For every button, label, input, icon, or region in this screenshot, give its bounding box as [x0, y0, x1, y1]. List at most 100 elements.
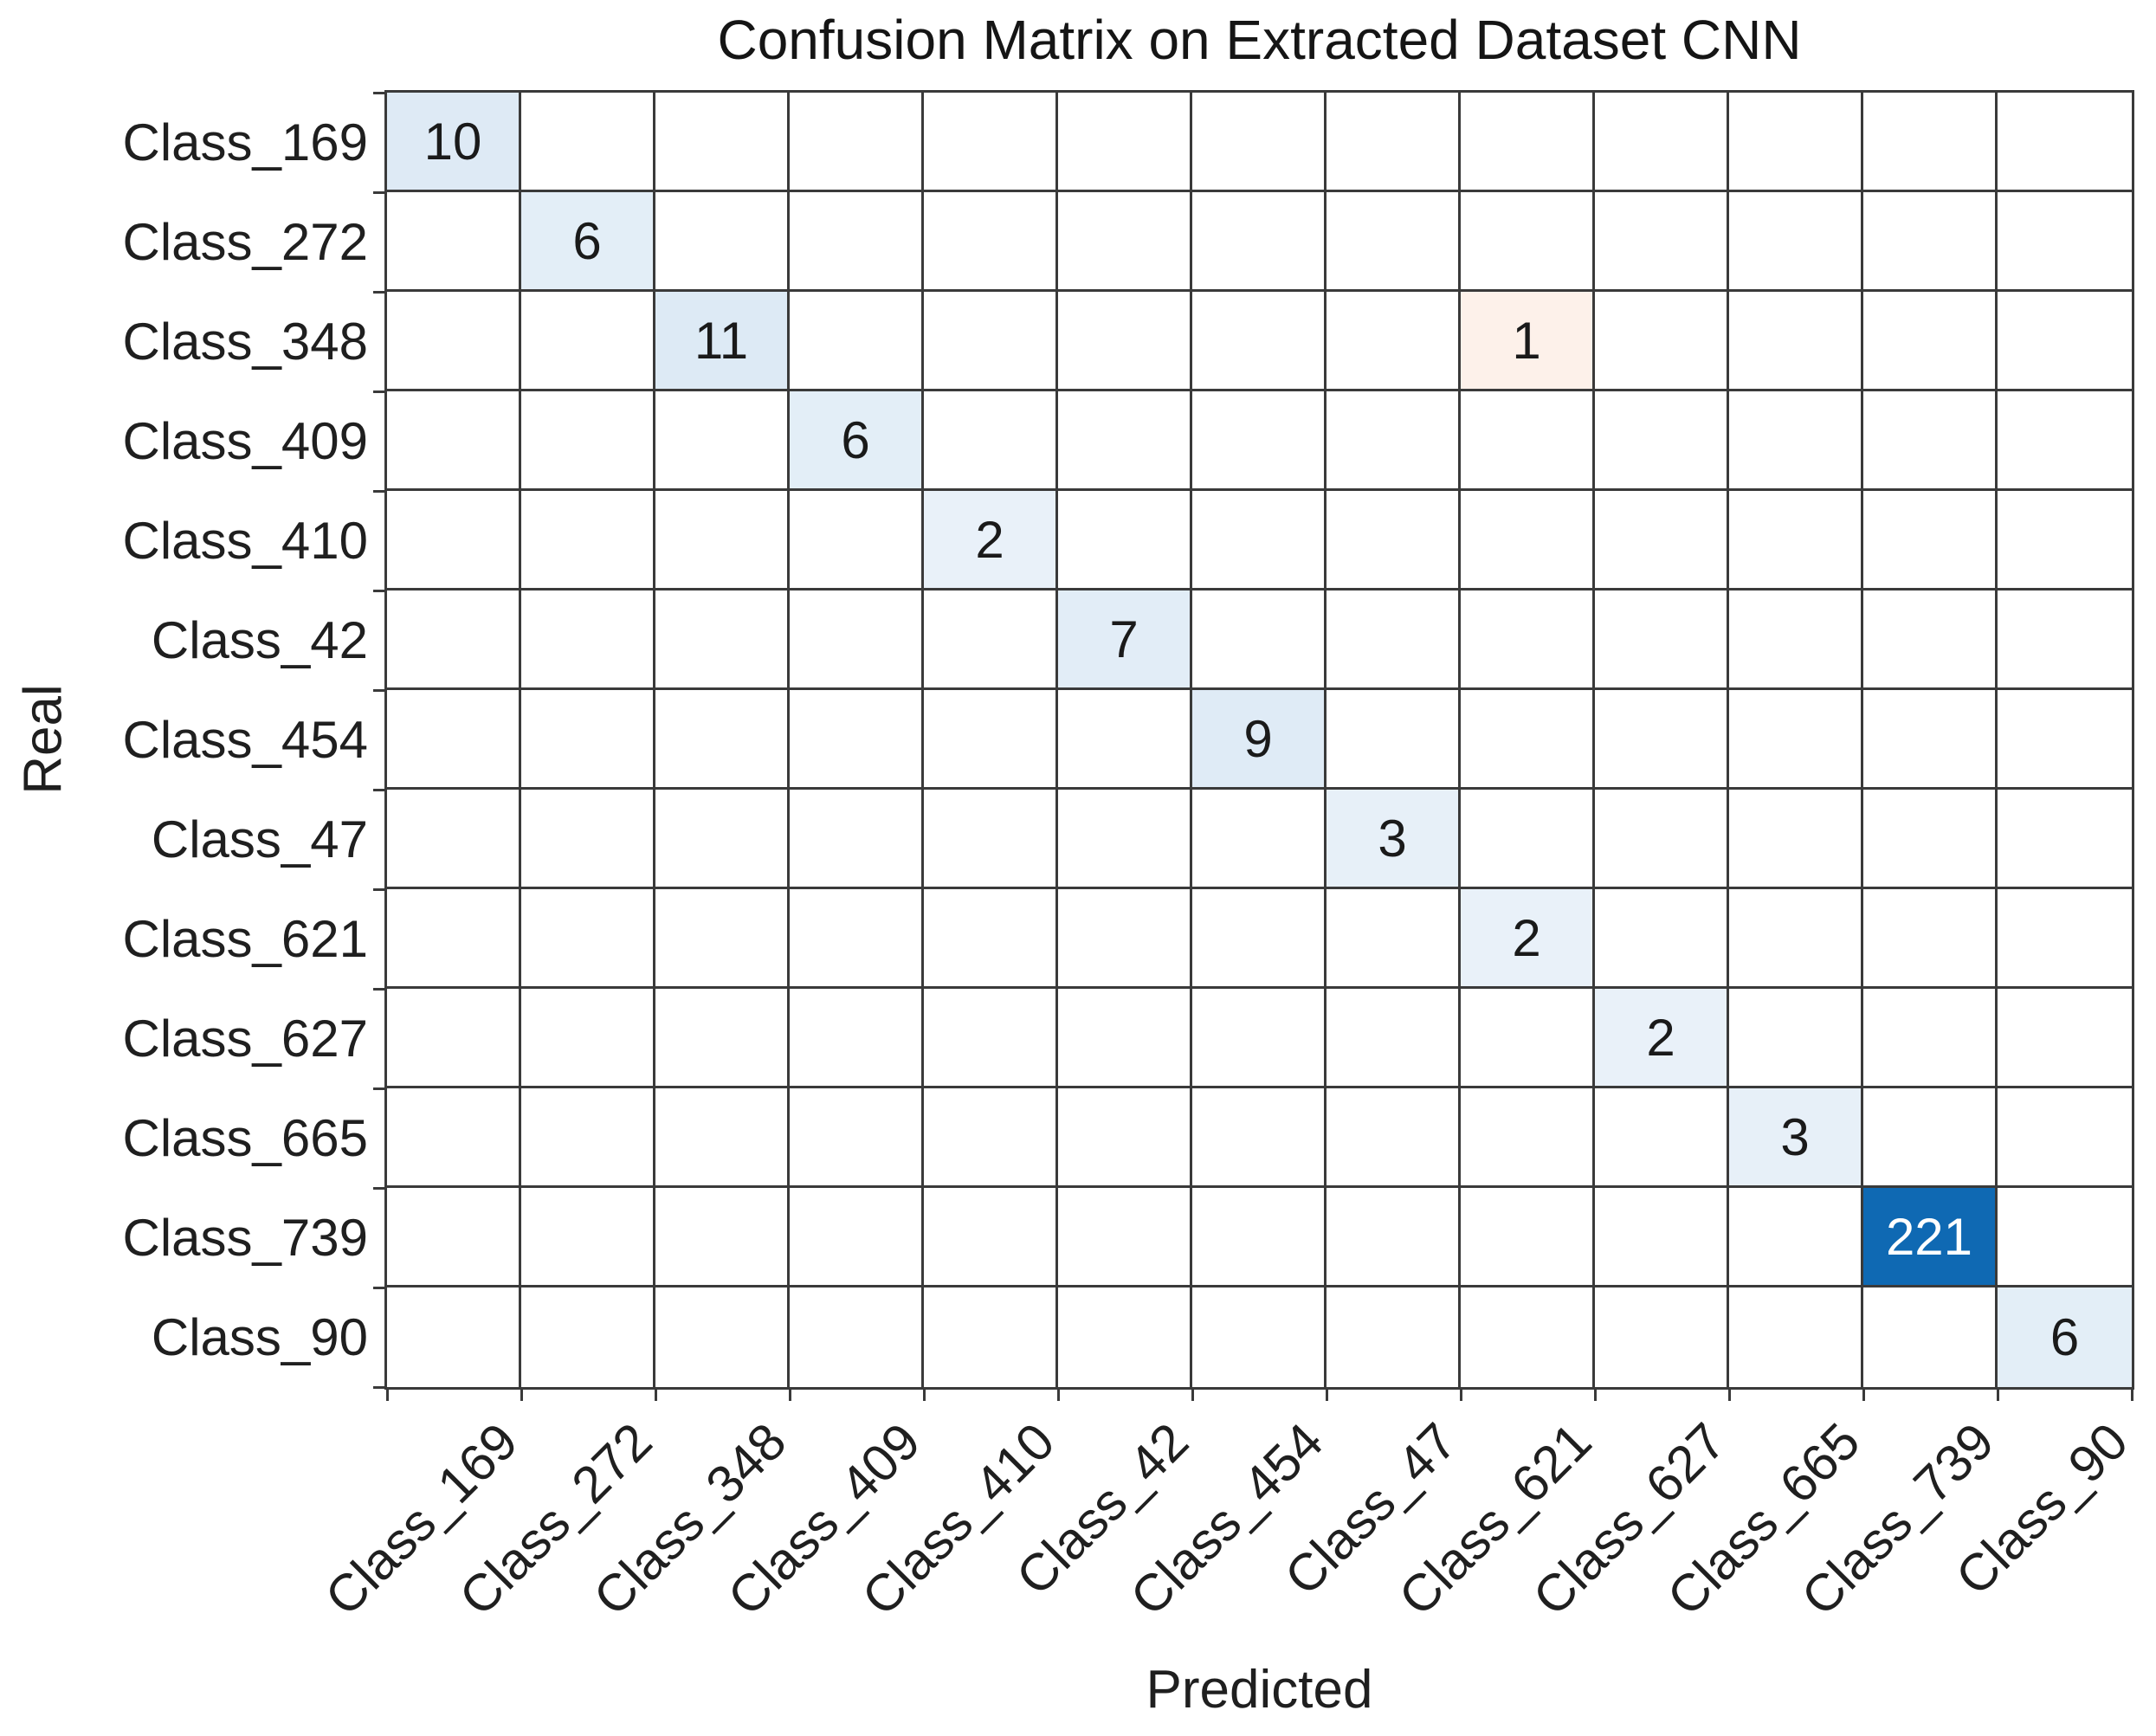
matrix-cell — [655, 1188, 790, 1287]
matrix-cell — [924, 590, 1058, 690]
matrix-cell — [1595, 590, 1729, 690]
y-tick-label: Class_272 — [122, 213, 368, 271]
matrix-cell — [1729, 790, 1863, 889]
x-axis-tick — [386, 1387, 389, 1401]
matrix-cell — [1595, 491, 1729, 590]
x-axis-tick — [655, 1387, 657, 1401]
matrix-cell — [521, 1287, 655, 1387]
matrix-cell — [1863, 590, 1998, 690]
matrix-cell — [1327, 690, 1461, 790]
matrix-cell — [655, 93, 790, 192]
matrix-cell — [387, 292, 521, 391]
y-tick-label: Class_348 — [122, 313, 368, 371]
matrix-cell — [1192, 790, 1327, 889]
x-axis-tick — [1728, 1387, 1731, 1401]
matrix-cell — [655, 790, 790, 889]
y-tick-label: Class_409 — [122, 412, 368, 470]
matrix-cell — [1058, 1287, 1192, 1387]
matrix-cell — [387, 1188, 521, 1287]
matrix-cell — [521, 1188, 655, 1287]
matrix-cell — [924, 93, 1058, 192]
matrix-cell — [924, 391, 1058, 491]
x-axis-tick — [1594, 1387, 1597, 1401]
matrix-cell — [1461, 1088, 1595, 1188]
matrix-cell: 3 — [1729, 1088, 1863, 1188]
matrix-cell — [1998, 790, 2132, 889]
matrix-cell — [1863, 192, 1998, 292]
matrix-cell — [387, 1287, 521, 1387]
matrix-cell — [924, 192, 1058, 292]
x-axis-tick — [1326, 1387, 1328, 1401]
matrix-cell — [655, 391, 790, 491]
matrix-cell — [1058, 989, 1192, 1088]
matrix-cell — [521, 889, 655, 989]
matrix-cell — [924, 292, 1058, 391]
y-tick-label: Class_47 — [151, 810, 368, 868]
matrix-cell: 6 — [521, 192, 655, 292]
matrix-cell — [1192, 192, 1327, 292]
y-tick-label: Class_665 — [122, 1109, 368, 1167]
matrix-cell — [521, 93, 655, 192]
x-axis-tick — [520, 1387, 523, 1401]
matrix-cell — [790, 1287, 924, 1387]
matrix-cell — [655, 889, 790, 989]
matrix-cell — [1595, 1188, 1729, 1287]
matrix-cell — [655, 690, 790, 790]
matrix-cell — [1058, 1188, 1192, 1287]
y-tick-label: Class_627 — [122, 1010, 368, 1068]
matrix-cell — [521, 1088, 655, 1188]
matrix-cell — [1058, 93, 1192, 192]
matrix-cell — [1327, 391, 1461, 491]
matrix-cell — [387, 790, 521, 889]
matrix-cell — [1729, 1287, 1863, 1387]
matrix-cell — [387, 590, 521, 690]
matrix-cell — [924, 989, 1058, 1088]
matrix-cell — [924, 1188, 1058, 1287]
matrix-cell — [1863, 690, 1998, 790]
y-axis-tick — [373, 92, 387, 94]
y-tick-label: Class_90 — [151, 1308, 368, 1366]
matrix-cell: 2 — [924, 491, 1058, 590]
matrix-cell: 10 — [387, 93, 521, 192]
matrix-cell — [1595, 889, 1729, 989]
matrix-cell — [1192, 1088, 1327, 1188]
matrix-cell — [1327, 989, 1461, 1088]
matrix-cell — [1863, 391, 1998, 491]
matrix-cell — [1058, 192, 1192, 292]
matrix-cell — [1595, 93, 1729, 192]
matrix-cell — [1461, 989, 1595, 1088]
matrix-cell — [1058, 1088, 1192, 1188]
matrix-cell — [1998, 391, 2132, 491]
x-axis-tick — [1997, 1387, 1999, 1401]
matrix-cell — [1192, 1188, 1327, 1287]
matrix-cell — [1998, 1188, 2132, 1287]
chart-title: Confusion Matrix on Extracted Dataset CN… — [717, 9, 1802, 71]
matrix-cell — [1863, 1088, 1998, 1188]
matrix-cell — [387, 192, 521, 292]
matrix-cell — [1863, 790, 1998, 889]
matrix-cell — [1327, 292, 1461, 391]
matrix-cell — [1998, 491, 2132, 590]
matrix-cell — [1461, 790, 1595, 889]
matrix-cell — [1998, 989, 2132, 1088]
matrix-cell — [1327, 590, 1461, 690]
y-axis-tick — [373, 490, 387, 493]
matrix-cell — [790, 192, 924, 292]
y-axis-tick — [373, 789, 387, 791]
matrix-cell — [1595, 1088, 1729, 1188]
matrix-cell — [1192, 292, 1327, 391]
matrix-cell — [1058, 889, 1192, 989]
matrix-cell — [1192, 590, 1327, 690]
matrix-cell — [655, 192, 790, 292]
matrix-cell — [1192, 93, 1327, 192]
matrix-cell — [790, 590, 924, 690]
y-axis-tick — [373, 1087, 387, 1090]
y-axis-tick — [373, 1187, 387, 1190]
matrix-cell — [790, 93, 924, 192]
y-tick-label: Class_454 — [122, 711, 368, 769]
matrix-cell — [790, 292, 924, 391]
matrix-cell — [1863, 989, 1998, 1088]
y-axis-tick — [373, 191, 387, 194]
x-axis-tick — [1057, 1387, 1060, 1401]
